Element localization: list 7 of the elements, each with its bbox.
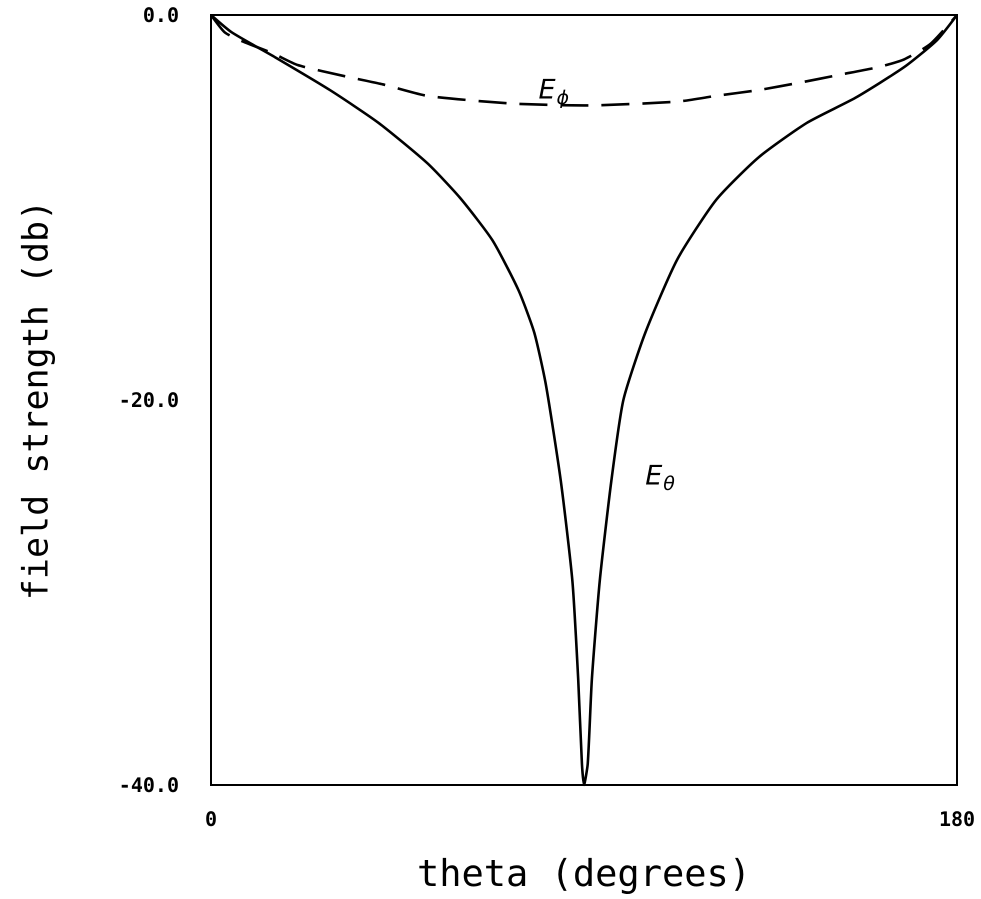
x-axis-title: theta (degrees) (416, 852, 752, 895)
y-tick-label: -20.0 (118, 388, 179, 412)
y-tick-label: 0.0 (142, 3, 179, 27)
y-tick-label: -40.0 (118, 773, 179, 797)
x-tick-label: 180 (938, 807, 976, 831)
x-tick-label: 0 (204, 807, 218, 831)
y-axis-title: field strength (db) (16, 200, 56, 600)
